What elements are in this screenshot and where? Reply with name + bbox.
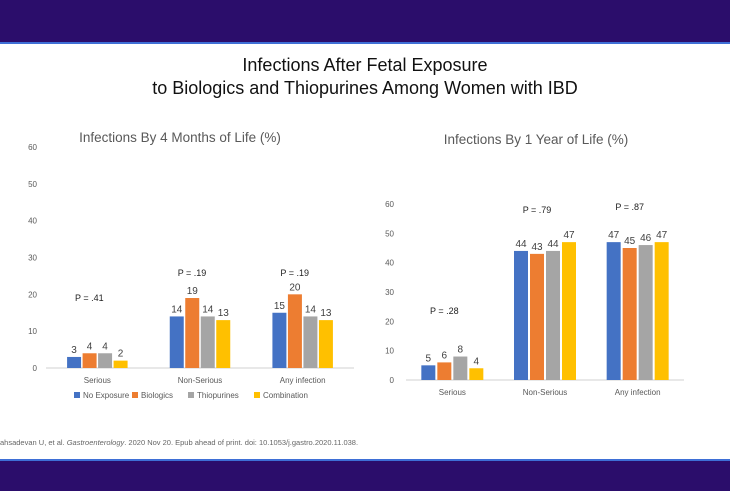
legend-swatch	[132, 392, 138, 398]
bar-value-label: 5	[426, 353, 432, 364]
slide-title-line-2: to Biologics and Thiopurines Among Women…	[152, 78, 578, 98]
bar-value-label: 2	[118, 349, 124, 360]
bar	[318, 320, 333, 368]
x-category-label: Non-Serious	[523, 388, 567, 397]
bar	[169, 316, 184, 368]
bar	[622, 248, 637, 380]
p-value-label: P = .41	[75, 293, 104, 303]
bar-value-label: 15	[274, 301, 286, 312]
y-tick-label: 20	[385, 317, 394, 326]
bar	[654, 242, 669, 380]
bar	[546, 250, 560, 380]
bar	[303, 316, 318, 368]
y-tick-label: 30	[28, 254, 37, 263]
citation-authors: ahsadevan U, et al.	[0, 438, 67, 447]
p-value-label: P = .28	[430, 306, 459, 316]
bar-value-label: 45	[624, 236, 636, 247]
x-category-label: Non-Serious	[178, 376, 222, 385]
bar	[453, 356, 468, 380]
bar-value-label: 8	[458, 345, 464, 356]
y-tick-label: 50	[28, 180, 37, 189]
x-category-label: Any infection	[280, 376, 326, 385]
bar-value-label: 4	[102, 341, 108, 352]
chart-2: Infections By 1 Year of Life (%) 0 10 20 30 4…	[385, 132, 684, 397]
p-value-label: P = .19	[280, 268, 309, 278]
slide-title-line-1: Infections After Fetal Exposure	[242, 55, 488, 75]
bar	[98, 353, 113, 368]
legend-label: Combination	[263, 391, 308, 400]
slide-title: Infections After Fetal Exposure to Biolo…	[0, 54, 730, 100]
bar	[82, 353, 97, 368]
bar	[185, 298, 200, 368]
bar-value-label: 46	[640, 233, 652, 244]
chart-1: Infections By 4 Months of Life (%) 0 10 20 3…	[28, 130, 354, 400]
chart-title: Infections By 1 Year of Life (%)	[444, 132, 629, 147]
legend-swatch	[254, 392, 260, 398]
chart-title: Infections By 4 Months of Life (%)	[79, 130, 281, 145]
bar-value-label: 14	[171, 304, 183, 315]
y-tick-label: 0	[33, 364, 38, 373]
bottom-banner-accent	[0, 459, 730, 461]
bar	[469, 368, 484, 380]
bar	[606, 242, 621, 380]
y-tick-label: 10	[28, 327, 37, 336]
bar-value-label: 47	[563, 230, 575, 241]
y-tick-label: 50	[385, 229, 394, 238]
legend-label: Thiopurines	[197, 391, 239, 400]
y-tick-label: 20	[28, 290, 37, 299]
bar-value-label: 3	[71, 345, 77, 356]
x-category-label: Any infection	[615, 388, 661, 397]
bar	[287, 294, 302, 368]
legend: No Exposure Biologics Thiopurines Combinati…	[74, 391, 308, 400]
y-tick-label: 60	[28, 143, 37, 152]
bar-value-label: 13	[218, 308, 230, 319]
bar	[216, 320, 231, 368]
y-tick-label: 0	[390, 376, 395, 385]
bar-value-label: 44	[547, 239, 559, 250]
bar	[562, 242, 576, 380]
bar-value-label: 14	[202, 304, 214, 315]
bar	[113, 360, 128, 368]
bar	[437, 362, 452, 380]
x-category-label: Serious	[439, 388, 466, 397]
bar-value-label: 47	[608, 230, 620, 241]
bar-value-label: 4	[87, 341, 93, 352]
bar-value-label: 44	[515, 239, 527, 250]
citation: ahsadevan U, et al. Gastroenterology. 20…	[0, 438, 730, 447]
legend-label: Biologics	[141, 391, 173, 400]
bar-value-label: 4	[474, 356, 480, 367]
bar	[200, 316, 215, 368]
top-banner	[0, 0, 730, 42]
legend-label: No Exposure	[83, 391, 130, 400]
bar-value-label: 13	[320, 308, 332, 319]
p-value-label: P = .19	[178, 268, 207, 278]
bar-value-label: 6	[442, 350, 448, 361]
bar-value-label: 43	[531, 242, 543, 253]
p-value-label: P = .87	[615, 202, 644, 212]
citation-details: . 2020 Nov 20. Epub ahead of print. doi:…	[124, 438, 359, 447]
y-tick-label: 30	[385, 288, 394, 297]
citation-journal: Gastroenterology	[66, 438, 125, 447]
legend-swatch	[74, 392, 80, 398]
y-tick-label: 10	[385, 347, 394, 356]
x-category-label: Serious	[84, 376, 111, 385]
bar	[272, 312, 287, 368]
bar-value-label: 19	[187, 286, 199, 297]
bar-value-label: 47	[656, 230, 668, 241]
p-value-label: P = .79	[523, 205, 552, 215]
bar-value-label: 14	[305, 304, 317, 315]
y-tick-label: 60	[385, 200, 394, 209]
y-tick-label: 40	[28, 217, 37, 226]
legend-swatch	[188, 392, 194, 398]
top-banner-accent	[0, 42, 730, 44]
bar-value-label: 20	[289, 282, 301, 293]
bar	[67, 356, 82, 368]
bar	[514, 250, 528, 380]
bar	[530, 253, 544, 380]
y-tick-label: 40	[385, 259, 394, 268]
bar	[421, 365, 436, 380]
bar	[638, 245, 653, 380]
bottom-banner	[0, 461, 730, 491]
